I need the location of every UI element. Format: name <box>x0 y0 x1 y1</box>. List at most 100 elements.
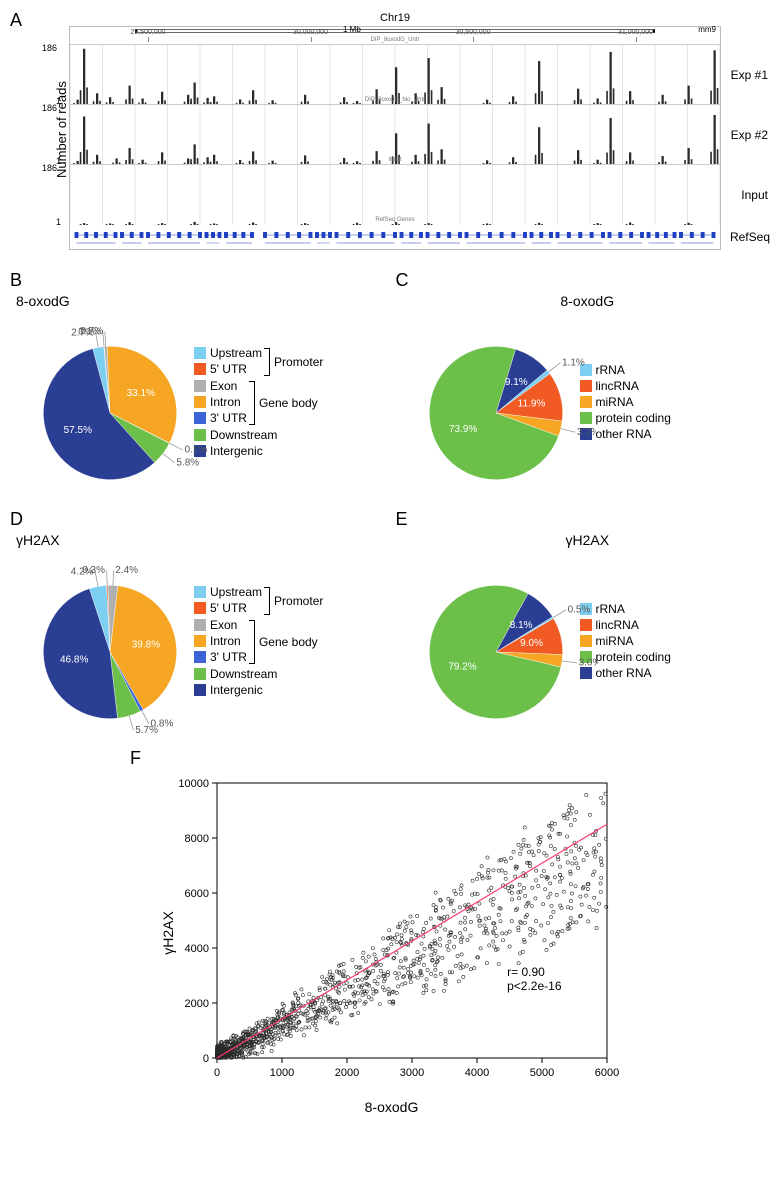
ytick: 10000 <box>178 778 209 790</box>
legend-label: Downstream <box>210 667 277 681</box>
scatter-point <box>433 974 436 977</box>
scatter-point <box>531 854 534 857</box>
xtick: 5000 <box>529 1067 553 1079</box>
scatter-point <box>484 917 487 920</box>
scatter-point <box>503 871 506 874</box>
scatter-point <box>600 864 603 867</box>
legend-region-d: Upstream5' UTRPromoterExonIntron3' UTRGe… <box>194 585 323 699</box>
scatter-point <box>379 963 382 966</box>
scatter-point <box>569 823 572 826</box>
scatter-point <box>546 896 549 899</box>
scatter-point <box>574 862 577 865</box>
scatter-point <box>518 890 521 893</box>
refseq-sublabel: RefSeq Genes <box>70 217 720 223</box>
scatter-point <box>534 869 537 872</box>
scatter-point <box>542 939 545 942</box>
ytick: 0 <box>202 1053 208 1065</box>
scatter-xlabel: 8-oxodG <box>365 1099 419 1115</box>
legend-label: rRNA <box>596 363 625 377</box>
scatter-point <box>429 972 432 975</box>
scatter-point <box>480 875 483 878</box>
scatter-point <box>549 904 552 907</box>
scatter-point <box>528 933 531 936</box>
scatter-point <box>425 968 428 971</box>
scatter-point <box>433 964 436 967</box>
pie-pct-out: 0.7% <box>80 326 103 337</box>
pie-pct: 73.9% <box>448 424 476 435</box>
tracks-container: 1 Mb mm9 29,500,00030,000,00030,500,0003… <box>69 26 721 250</box>
scatter-point <box>487 944 490 947</box>
scatter-point <box>382 989 385 992</box>
scatter-point <box>565 835 568 838</box>
scatter-point <box>477 902 480 905</box>
scatter-point <box>480 877 483 880</box>
scatter-point <box>446 948 449 951</box>
scatter-point <box>569 917 572 920</box>
scatter-point <box>574 811 577 814</box>
xtick: 4000 <box>464 1067 488 1079</box>
scatter-point <box>436 956 439 959</box>
scatter-point <box>517 897 520 900</box>
scatter-point <box>550 863 553 866</box>
refseq-track: RefSeq Genes RefSeq <box>70 225 720 249</box>
scatter-point <box>421 991 424 994</box>
scatter-point <box>441 906 444 909</box>
track-ymax: 186 <box>42 103 57 113</box>
panel-c-label: C <box>396 270 774 291</box>
xtick: 0 <box>213 1067 219 1079</box>
scatter-point <box>584 894 587 897</box>
legend-label: other RNA <box>596 427 652 441</box>
panel-e: E γH2AX 0.5%9.0%3.0%79.2%8.1% rRNAlincRN… <box>396 509 774 732</box>
pie-pct: 8.1% <box>509 620 532 631</box>
scatter-point <box>266 1017 269 1020</box>
scatter-point <box>314 1028 317 1031</box>
scatter-point <box>371 969 374 972</box>
scatter-point <box>350 958 353 961</box>
scatter-point <box>509 857 512 860</box>
legend-label: protein coding <box>596 650 671 664</box>
xtick: 6000 <box>594 1067 618 1079</box>
scatter-point <box>421 931 424 934</box>
scatter-point <box>508 945 511 948</box>
scatter-point <box>510 920 513 923</box>
scatter-plot: 0100020003000400050006000020004000600080… <box>162 773 622 1093</box>
row-de: D γH2AX 4.2%0.3%2.4%39.8%0.8%5.7%46.8% U… <box>10 509 773 732</box>
scatter-point <box>584 793 587 796</box>
scatter-point <box>410 921 413 924</box>
scatter-point <box>570 862 573 865</box>
scatter-point <box>335 1003 338 1006</box>
scatter-point <box>313 1024 316 1027</box>
track-label: Exp #1 <box>731 68 768 82</box>
scatter-point <box>544 948 547 951</box>
scatter-point <box>454 892 457 895</box>
scatter-point <box>548 836 551 839</box>
scatter-point <box>342 970 345 973</box>
scatter-point <box>372 953 375 956</box>
legend-label: Upstream <box>210 585 262 599</box>
scatter-point <box>533 931 536 934</box>
scatter-point <box>395 977 398 980</box>
scatter-point <box>492 945 495 948</box>
scatter-point <box>555 893 558 896</box>
scatter-point <box>593 833 596 836</box>
scatter-point <box>339 1011 342 1014</box>
scatter-point <box>459 892 462 895</box>
scatter-point <box>438 937 441 940</box>
scatter-point <box>455 954 458 957</box>
scatter-point <box>406 968 409 971</box>
pie-pct-out: 5.8% <box>176 457 199 468</box>
legend-label: rRNA <box>596 602 625 616</box>
pie-d: 4.2%0.3%2.4%39.8%0.8%5.7%46.8% <box>10 552 210 752</box>
scatter-point <box>553 876 556 879</box>
scatter-point <box>471 879 474 882</box>
scatter-point <box>419 942 422 945</box>
scatter-point <box>442 916 445 919</box>
scatter-point <box>548 882 551 885</box>
scatter-point <box>527 850 530 853</box>
scatter-point <box>458 931 461 934</box>
scatter-point <box>597 902 600 905</box>
scatter-point <box>369 998 372 1001</box>
scatter-point <box>439 972 442 975</box>
scatter-point <box>395 933 398 936</box>
scatter-point <box>523 894 526 897</box>
